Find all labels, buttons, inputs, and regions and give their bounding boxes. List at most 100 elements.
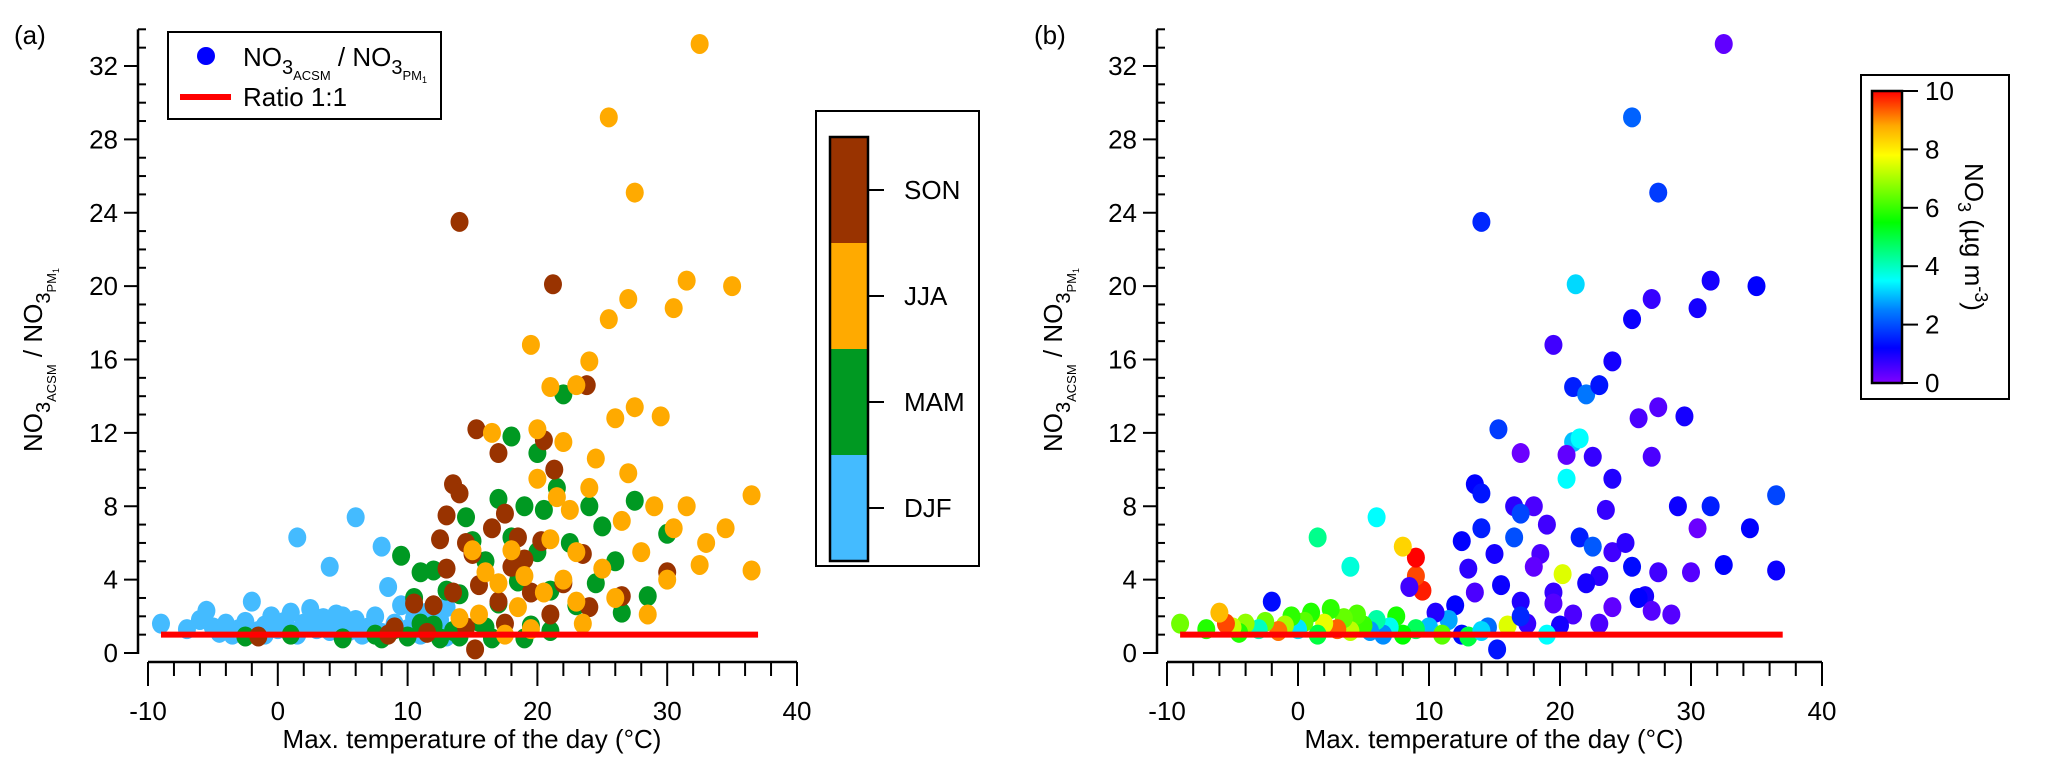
legend-box xyxy=(167,31,442,120)
ylabel-b-base: NO xyxy=(1038,413,1068,452)
data-point xyxy=(1171,613,1190,634)
ylabel-b-sub2: 3 xyxy=(1053,293,1075,304)
data-point xyxy=(1524,556,1543,577)
svg-text:NO3ACSM / NO3PM1: NO3ACSM / NO3PM1 xyxy=(1038,268,1081,452)
x-tick-label: 10 xyxy=(393,696,422,726)
y-tick-label: 24 xyxy=(1108,198,1137,228)
season-swatch-djf xyxy=(830,455,868,561)
ylabel-a-sub2b: PM xyxy=(44,273,59,293)
data-point-jja xyxy=(567,542,586,563)
data-point xyxy=(1485,543,1504,564)
data-point-jja xyxy=(625,397,644,418)
data-point-mam xyxy=(333,628,352,649)
colorbar-title: NO3 (µg m-3) xyxy=(1954,163,1991,311)
data-point xyxy=(1472,483,1491,504)
data-point-mam xyxy=(580,496,599,517)
data-point-son xyxy=(466,639,485,660)
data-point-jja xyxy=(742,560,761,581)
data-point-djf xyxy=(288,527,307,548)
data-point xyxy=(1701,496,1720,517)
no3-colorbar: 0 2 4 6 8 10 NO3 (µg m-3) xyxy=(1860,74,2010,400)
data-point-jja xyxy=(742,485,761,506)
data-point xyxy=(1740,518,1759,539)
season-swatch-mam xyxy=(830,349,868,455)
data-point xyxy=(1553,564,1572,585)
data-point xyxy=(1603,351,1622,372)
data-point-jja xyxy=(593,558,612,579)
data-point xyxy=(1767,485,1786,506)
data-point-jja xyxy=(606,408,625,429)
data-point-jja xyxy=(567,591,586,612)
data-point xyxy=(1603,597,1622,618)
svg-text:NO3 (µg m-3): NO3 (µg m-3) xyxy=(1954,163,1991,311)
cbar-title-unit: (µg m xyxy=(1959,212,1989,286)
data-point-jja xyxy=(716,518,735,539)
data-point-jja xyxy=(528,419,547,440)
data-point-jja xyxy=(651,406,670,427)
data-point xyxy=(1551,615,1569,636)
x-tick-label: 20 xyxy=(1546,696,1575,726)
data-point-son xyxy=(467,419,486,440)
data-point xyxy=(1262,591,1281,612)
ylabel-a-sub1b: ACSM xyxy=(44,364,59,402)
data-point-jja xyxy=(619,288,638,309)
data-point-jja xyxy=(625,182,644,203)
data-point-jja xyxy=(723,276,742,297)
x-tick-label: 40 xyxy=(783,696,812,726)
colorbar-tick-label: 2 xyxy=(1925,310,1939,340)
data-point-son xyxy=(437,505,456,526)
data-point-jja xyxy=(521,334,540,355)
data-point-mam xyxy=(593,516,612,537)
data-point xyxy=(1537,514,1556,535)
data-point-son xyxy=(405,593,424,614)
panel-label-b: (b) xyxy=(1034,20,1066,50)
data-point-jja xyxy=(645,496,664,517)
data-point xyxy=(1566,274,1585,295)
data-point xyxy=(1511,606,1530,627)
ylabel-a-sub2c: 1 xyxy=(51,268,61,273)
cbar-title-sub: 3 xyxy=(1954,202,1974,212)
data-point-jja xyxy=(554,432,573,453)
data-point xyxy=(1616,532,1635,553)
svg-text:NO3ACSM / NO3PM1: NO3ACSM / NO3PM1 xyxy=(18,268,61,452)
data-point-jja xyxy=(482,422,501,443)
ylabel-b-sub2c: 1 xyxy=(1071,268,1081,273)
y-tick-label: 28 xyxy=(89,124,118,154)
no3-colorbar-gradient xyxy=(1870,89,1904,385)
data-point xyxy=(1675,406,1694,427)
x-tick-label: 30 xyxy=(1677,696,1706,726)
colorbar-tick-label: 0 xyxy=(1925,368,1939,398)
axes-b: 0 4 8 12 16 20 24 28 32 -10 0 10 20 30 40 xyxy=(1108,28,1836,726)
data-point-jja xyxy=(567,375,586,396)
data-point-jja xyxy=(541,377,560,398)
ylabel-a-sub1: 3 xyxy=(33,402,55,413)
data-point-djf xyxy=(307,615,326,636)
legend-label-ratio: Ratio 1:1 xyxy=(243,82,347,112)
data-point-son xyxy=(450,211,469,232)
data-point xyxy=(1668,496,1687,517)
cbar-title-sup: -3 xyxy=(1971,286,1991,302)
data-point-djf xyxy=(151,613,170,634)
data-point xyxy=(1688,518,1707,539)
data-point-son xyxy=(545,459,564,480)
data-point xyxy=(1577,384,1596,405)
data-point-jja xyxy=(489,573,508,594)
data-point xyxy=(1459,558,1478,579)
data-point-jja xyxy=(541,529,560,550)
data-point-son xyxy=(489,591,508,612)
data-point-son xyxy=(424,595,443,616)
data-point xyxy=(1511,443,1530,464)
data-point-son xyxy=(521,582,540,603)
data-point-jja xyxy=(658,569,677,590)
data-point xyxy=(1544,593,1563,614)
data-point xyxy=(1629,587,1648,608)
data-point xyxy=(1642,446,1661,467)
data-point xyxy=(1682,562,1700,583)
data-point xyxy=(1564,604,1583,625)
data-point-jja xyxy=(450,608,469,629)
y-tick-label: 8 xyxy=(104,491,118,521)
colorbar-tick-label: 6 xyxy=(1925,193,1939,223)
y-tick-label: 32 xyxy=(89,51,118,81)
